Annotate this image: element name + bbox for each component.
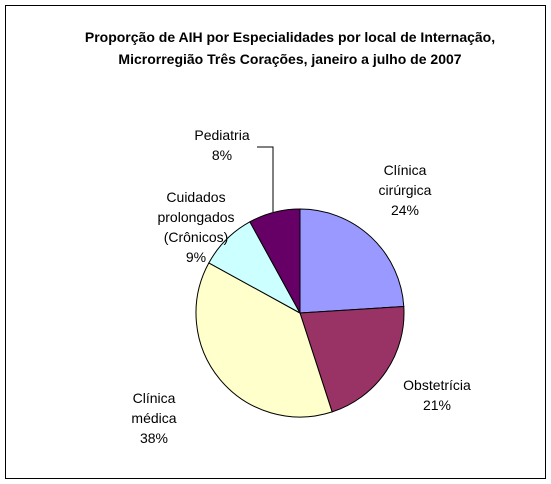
slice-label: Cuidados prolongados (Crônicos) 9% — [148, 187, 244, 267]
category-label: Pediatria — [194, 127, 250, 143]
category-label: Obstetrícia — [403, 377, 471, 393]
pie-slice — [195, 262, 333, 418]
category-label: Clínica médica — [131, 390, 177, 426]
slice-label: Clínica cirúrgica 24% — [360, 160, 450, 220]
pie-slice — [299, 208, 405, 314]
leader-line — [257, 146, 274, 212]
slice-label: Obstetrícia 21% — [387, 375, 487, 415]
value-label: 38% — [139, 430, 169, 446]
value-label: 21% — [422, 397, 452, 413]
category-label: Cuidados prolongados (Crônicos) — [157, 189, 235, 245]
pie — [195, 208, 405, 418]
pie-slice — [249, 208, 301, 314]
value-label: 24% — [390, 202, 420, 218]
slice-label: Pediatria 8% — [182, 125, 262, 165]
pie-slice — [299, 305, 405, 413]
category-label: Clínica cirúrgica — [378, 162, 432, 198]
slice-label: Clínica médica 38% — [114, 388, 194, 448]
chart-title: Proporção de AIH por Especialidades por … — [84, 29, 496, 67]
value-label: 9% — [185, 249, 207, 265]
value-label: 8% — [211, 147, 233, 163]
